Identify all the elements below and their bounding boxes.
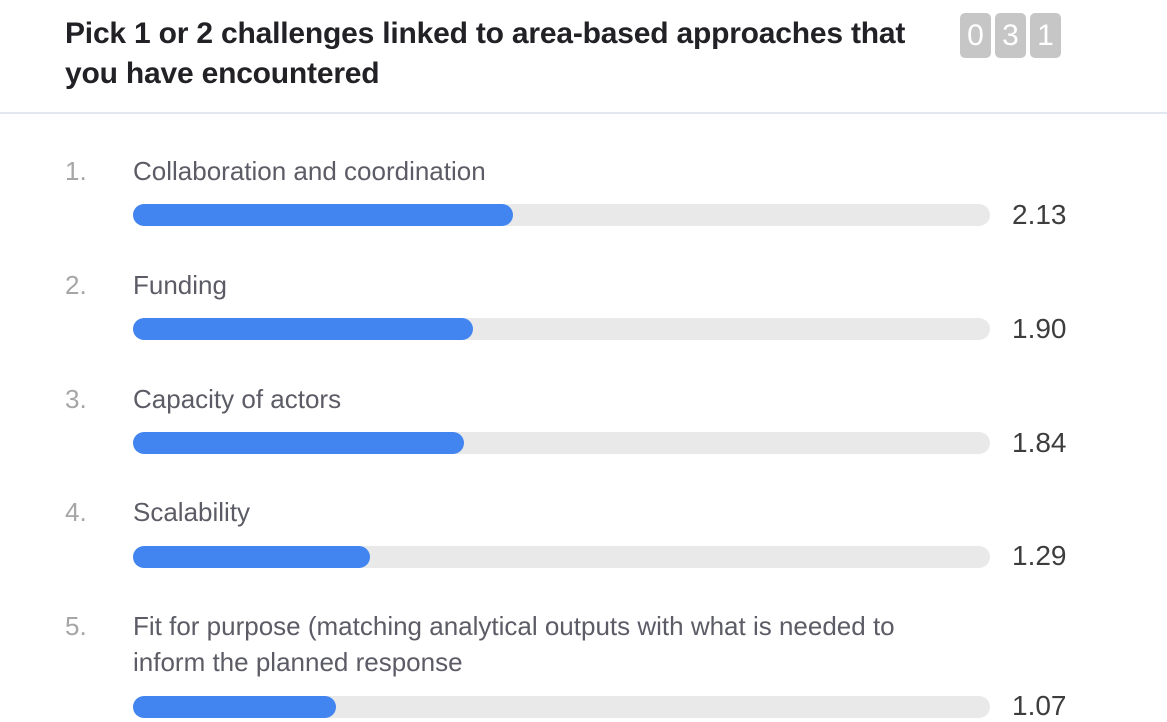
- counter-digit: 3: [995, 13, 1026, 58]
- item-content: Fit for purpose (matching analytical out…: [133, 608, 1077, 722]
- bar-row: 2.13: [133, 199, 1077, 231]
- result-item: 3. Capacity of actors 1.84: [65, 381, 1077, 459]
- bar-row: 1.29: [133, 541, 1077, 572]
- bar-fill: [133, 204, 513, 227]
- bar-fill: [133, 431, 464, 454]
- header-divider: [0, 112, 1167, 114]
- bar-track: [133, 204, 990, 227]
- counter-digit: 1: [1030, 13, 1061, 58]
- item-label: Capacity of actors: [133, 383, 342, 414]
- item-value: 1.07: [1012, 690, 1067, 722]
- bar-track: [133, 695, 990, 718]
- result-item: 5. Fit for purpose (matching analytical …: [65, 608, 1077, 722]
- result-item: 4. Scalability 1.29: [65, 494, 1077, 572]
- item-label: Collaboration and coordination: [133, 156, 486, 186]
- bar-track: [133, 318, 990, 341]
- result-item: 2. Funding 1.90: [65, 267, 1077, 345]
- item-content: Scalability 1.29: [133, 494, 1077, 572]
- item-content: Funding 1.90: [133, 267, 1077, 345]
- bar-fill: [133, 318, 474, 341]
- bar-row: 1.84: [133, 426, 1077, 459]
- item-rank: 2.: [65, 269, 87, 300]
- bar-track: [133, 545, 990, 568]
- item-value: 1.29: [1012, 540, 1067, 572]
- item-rank: 4.: [65, 497, 87, 528]
- item-value: 2.13: [1012, 199, 1067, 230]
- results-list: 1. Collaboration and coordination 2.13 2…: [0, 122, 1167, 722]
- item-value: 1.84: [1012, 426, 1067, 458]
- item-rank: 3.: [65, 383, 87, 414]
- item-content: Collaboration and coordination 2.13: [133, 153, 1077, 231]
- item-rank: 5.: [65, 611, 87, 642]
- counter-digit: 0: [960, 13, 991, 58]
- item-content: Capacity of actors 1.84: [133, 381, 1077, 459]
- bar-row: 1.90: [133, 312, 1077, 345]
- item-label: Fit for purpose (matching analytical out…: [133, 611, 895, 678]
- bar-fill: [133, 695, 337, 718]
- item-rank: 1.: [65, 156, 87, 186]
- item-value: 1.90: [1012, 312, 1067, 344]
- item-label: Funding: [133, 269, 227, 300]
- question-title: Pick 1 or 2 challenges linked to area-ba…: [65, 17, 906, 90]
- bar-row: 1.07: [133, 690, 1077, 722]
- bar-fill: [133, 545, 371, 568]
- bar-track: [133, 431, 990, 454]
- response-counter: 0 3 1: [960, 13, 1061, 58]
- header: Pick 1 or 2 challenges linked to area-ba…: [0, 0, 1167, 94]
- item-label: Scalability: [133, 497, 251, 528]
- result-item: 1. Collaboration and coordination 2.13: [65, 153, 1077, 231]
